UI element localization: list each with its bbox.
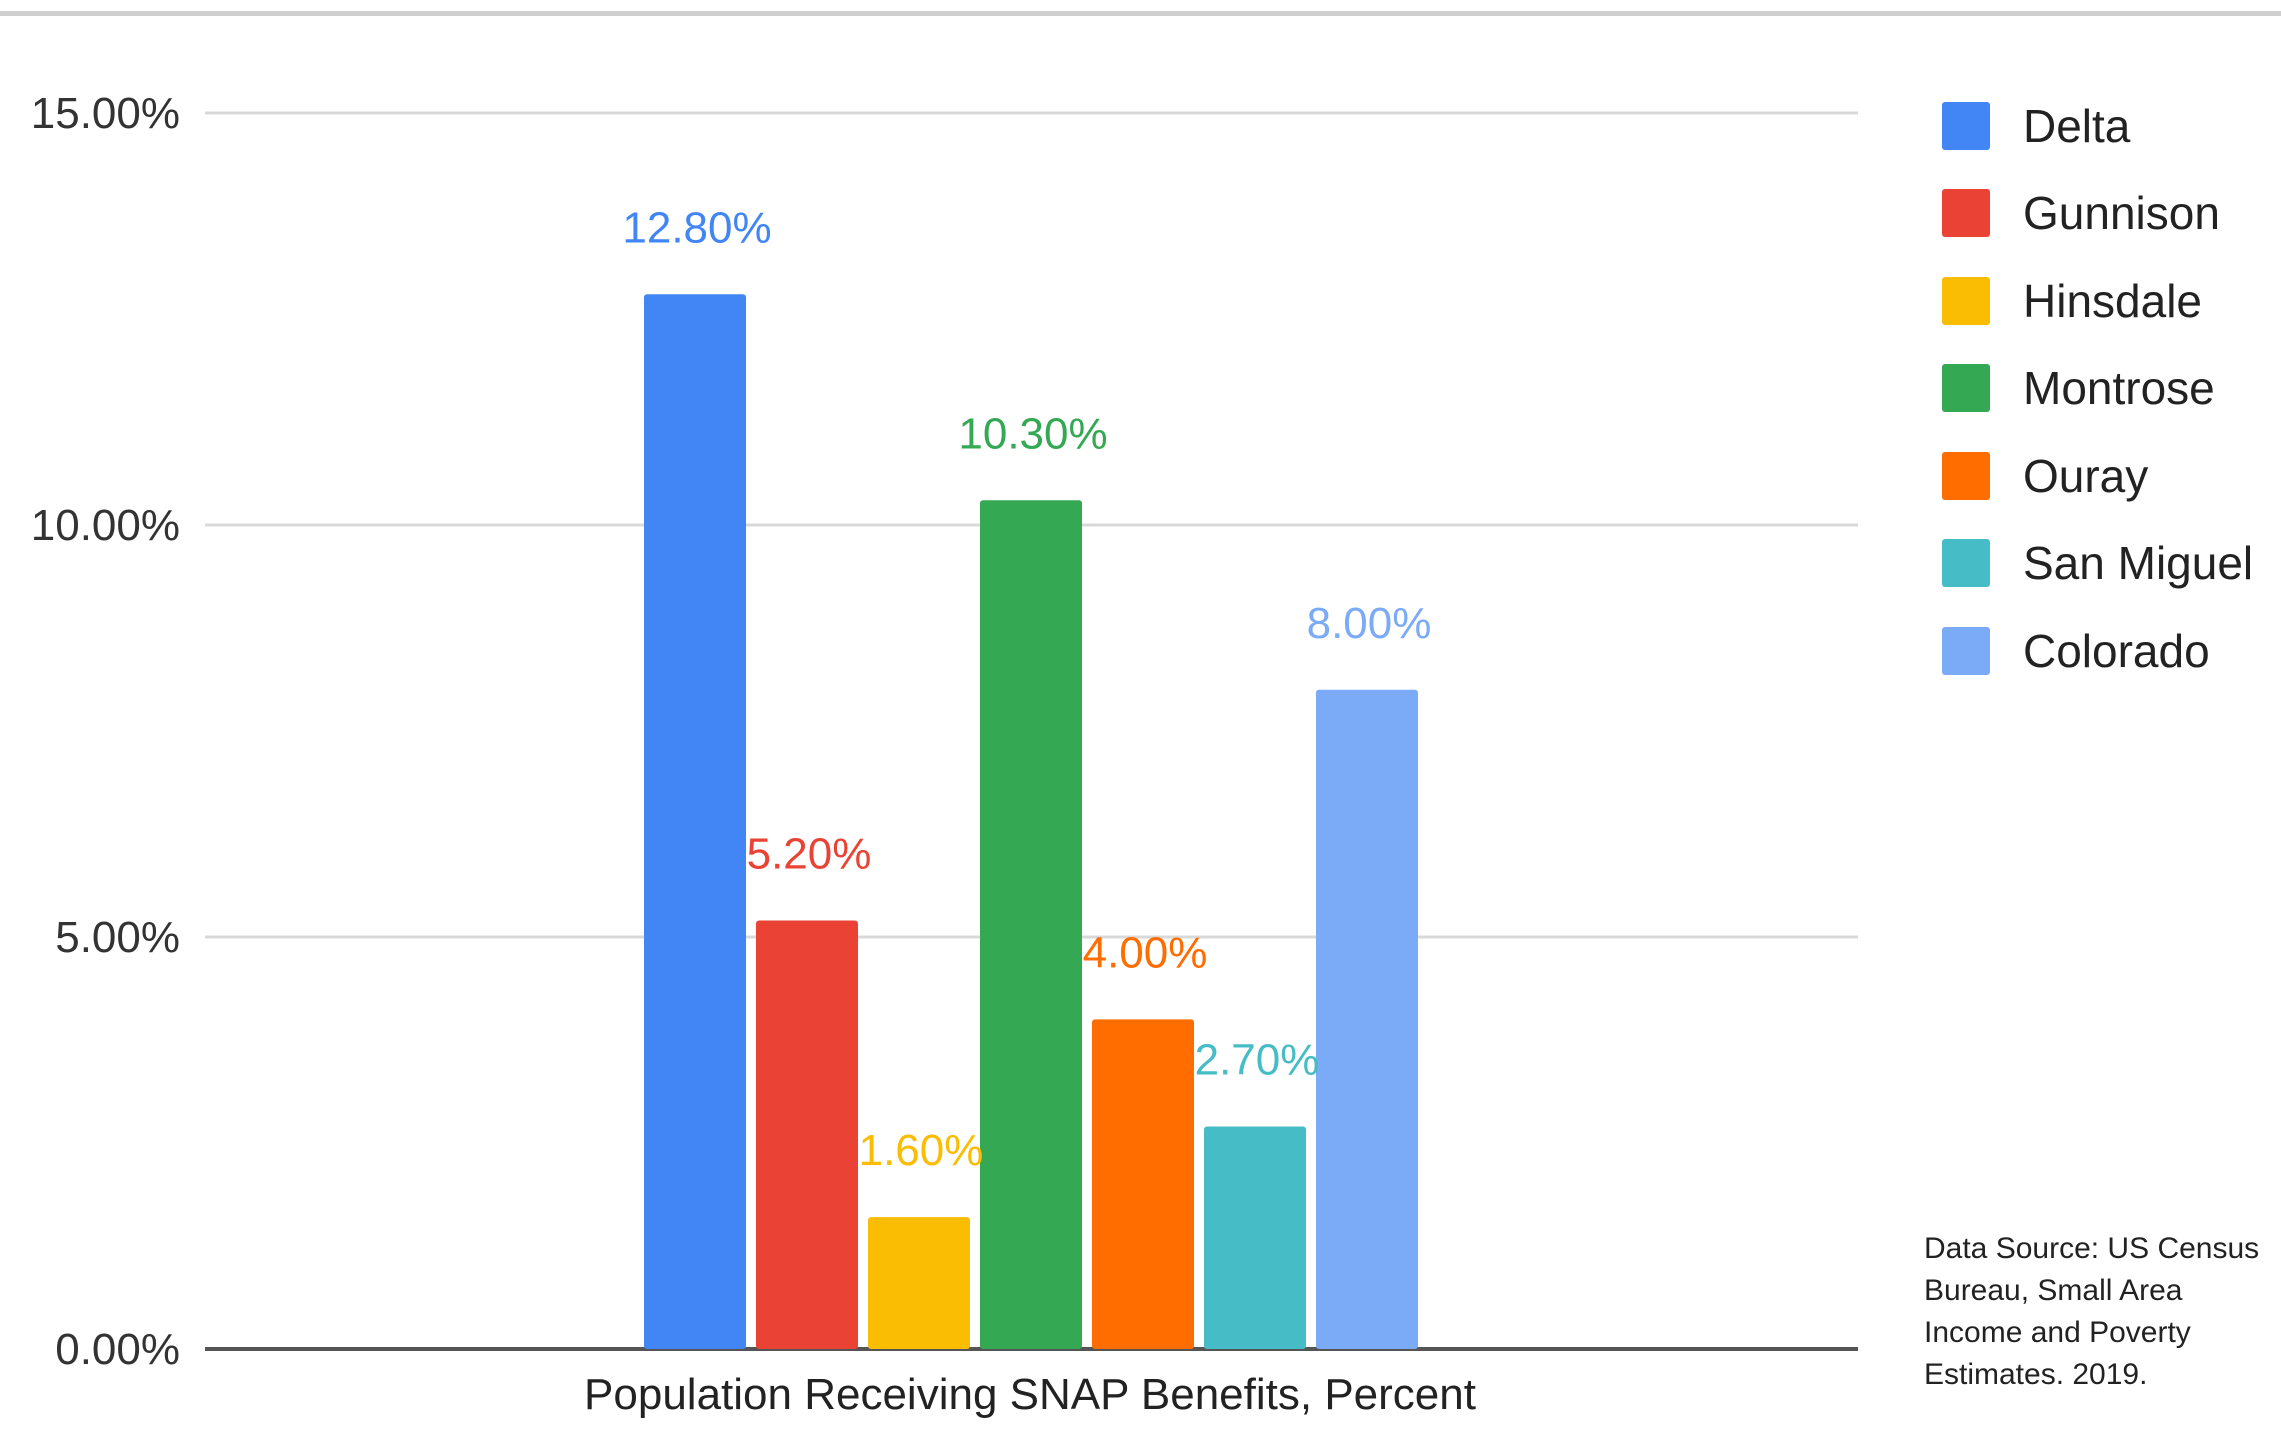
- data-label-ouray: 4.00%: [1083, 928, 1208, 977]
- y-tick-label: 0.00%: [55, 1325, 180, 1374]
- bar-delta: [644, 294, 746, 1349]
- legend-label: Gunnison: [2023, 187, 2220, 240]
- legend-label: Hinsdale: [2023, 274, 2202, 327]
- legend-label: Ouray: [2023, 449, 2149, 502]
- legend-label: Montrose: [2023, 362, 2215, 415]
- data-label-san-miguel: 2.70%: [1195, 1036, 1320, 1085]
- legend-swatch: [1942, 626, 1990, 675]
- bars: [644, 294, 1418, 1349]
- legend-item-gunnison: Gunnison: [1942, 170, 2253, 258]
- x-axis-title: Population Receiving SNAP Benefits, Perc…: [584, 1370, 1476, 1419]
- legend-swatch: [1942, 101, 1990, 150]
- legend-item-ouray: Ouray: [1942, 432, 2253, 520]
- legend-swatch: [1942, 539, 1990, 588]
- legend-label: Delta: [2023, 99, 2131, 152]
- bar-san-miguel: [1204, 1126, 1306, 1349]
- legend-item-montrose: Montrose: [1942, 345, 2253, 433]
- data-label-delta: 12.80%: [622, 203, 771, 252]
- legend-swatch: [1942, 364, 1990, 413]
- legend-item-delta: Delta: [1942, 82, 2253, 170]
- data-label-colorado: 8.00%: [1307, 599, 1432, 648]
- data-label-gunnison: 5.20%: [747, 830, 872, 879]
- legend: Delta Gunnison Hinsdale Montrose Ouray San Mi…: [1942, 82, 2253, 695]
- y-tick-label: 10.00%: [31, 501, 180, 550]
- legend-item-colorado: Colorado: [1942, 607, 2253, 695]
- legend-item-hinsdale: Hinsdale: [1942, 257, 2253, 345]
- bar-hinsdale: [868, 1217, 970, 1349]
- data-labels: 12.80% 5.20% 1.60% 10.30% 4.00% 2.70% 8.00%: [622, 203, 1431, 1175]
- y-tick-label: 15.00%: [31, 89, 180, 138]
- y-axis-ticks: 0.00% 5.00% 10.00% 15.00%: [31, 89, 180, 1374]
- top-divider: [0, 11, 2281, 16]
- legend-label: Colorado: [2023, 624, 2210, 677]
- bar-colorado: [1316, 689, 1418, 1349]
- legend-swatch: [1942, 189, 1990, 238]
- legend-swatch: [1942, 276, 1990, 325]
- data-label-montrose: 10.30%: [958, 409, 1107, 458]
- source-note: Data Source: US Census Bureau, Small Are…: [1924, 1232, 2260, 1391]
- legend-item-san-miguel: San Miguel: [1942, 520, 2253, 608]
- y-tick-label: 5.00%: [55, 913, 180, 962]
- legend-label: San Miguel: [2023, 537, 2254, 590]
- data-label-hinsdale: 1.60%: [859, 1126, 984, 1175]
- bar-gunnison: [756, 920, 858, 1349]
- legend-swatch: [1942, 451, 1990, 500]
- bar-ouray: [1092, 1019, 1194, 1349]
- bar-montrose: [980, 500, 1082, 1349]
